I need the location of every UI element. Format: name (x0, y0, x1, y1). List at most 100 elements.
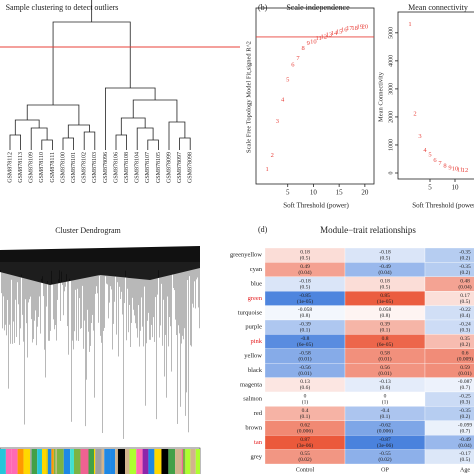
x-tick-label: 15 (336, 189, 344, 197)
dendrogram-branch (41, 139, 53, 150)
point-label: 1 (408, 21, 411, 28)
point-label: 15 (336, 28, 343, 35)
point-label: 20 (362, 23, 369, 30)
cell-p-value: (1) (382, 399, 389, 406)
leaf-label: GSM878101 (71, 152, 77, 183)
row-label: turquoise (238, 309, 262, 316)
row-label: purple (245, 324, 262, 331)
point-label: 18 (351, 25, 358, 32)
cell-p-value: (0.3) (460, 399, 471, 406)
leaf-label: GSM878099 (166, 152, 172, 183)
cell-p-value: (0.006) (297, 427, 313, 434)
cell-p-value: (0.009) (457, 355, 473, 362)
panel-e-title: Cluster Dendrogram (55, 226, 121, 235)
cell-p-value: (0.5) (380, 283, 391, 290)
leaf-label: GSM878104 (135, 152, 141, 183)
cell-value: -0.58 (299, 350, 311, 356)
cell-value: -0.55 (379, 451, 391, 457)
module-stripe (185, 449, 191, 474)
point-label: 14 (331, 30, 338, 37)
cell-value: 0.55 (300, 451, 310, 457)
y-tick-label: 4000 (388, 55, 394, 67)
cell-value: -0.39 (299, 322, 311, 328)
module-stripe (175, 449, 182, 474)
module-stripe (47, 449, 52, 474)
cell-p-value: (0.5) (300, 255, 311, 262)
cell-value: 0.35 (460, 336, 470, 342)
cell-value: 0.4 (302, 408, 309, 414)
module-stripe (56, 449, 64, 474)
module-stripe (70, 449, 74, 474)
plot-frame (255, 7, 375, 185)
cell-p-value: (0.1) (380, 327, 391, 334)
cell-value: -0.49 (459, 437, 471, 443)
panel-c-title: Mean connectivity (408, 3, 468, 12)
cell-p-value: (6e-05) (297, 341, 313, 348)
x-tick-label: 5 (428, 184, 432, 192)
row-label: red (254, 410, 263, 417)
x-tick-label: 20 (361, 189, 369, 197)
module-stripe (195, 449, 200, 474)
point-label: 2 (271, 152, 274, 159)
row-label: greenyellow (230, 252, 262, 259)
y-axis-label: Scale Free Topology Model Fit,signed R^2 (245, 41, 252, 153)
cell-value: -0.24 (459, 322, 471, 328)
dendrogram-branch (30, 127, 48, 150)
leaf-label: GSM878111 (50, 152, 56, 183)
module-stripe (88, 449, 94, 474)
column-label: OP (381, 467, 389, 473)
cell-value: 0.18 (380, 278, 390, 284)
point-label: 13 (326, 32, 333, 39)
cell-value: 0.18 (300, 250, 310, 256)
dendrogram-branch (147, 139, 159, 150)
module-stripe (30, 449, 32, 474)
cell-value: 0.17 (460, 293, 470, 299)
module-stripe (125, 449, 130, 474)
cell-value: 0.85 (380, 293, 390, 299)
cell-value: 0.49 (300, 264, 310, 270)
y-tick-label: 2000 (388, 111, 394, 123)
point-label: 19 (356, 23, 363, 30)
leaf-label: GSM878097 (177, 152, 183, 183)
dendrogram-branch (168, 121, 186, 150)
leaf-label: GSM878100 (60, 152, 66, 183)
cell-p-value: (0.5) (380, 255, 391, 262)
cell-p-value: (0.2) (460, 255, 471, 262)
module-stripe (117, 449, 126, 474)
module-stripe (53, 449, 56, 474)
row-label: pink (250, 338, 262, 345)
cell-value: -0.56 (299, 365, 311, 371)
cell-value: 0.62 (300, 422, 310, 428)
point-label: 2 (413, 111, 416, 118)
cell-p-value: (0.01) (298, 370, 311, 377)
point-label: 17 (346, 25, 353, 32)
module-stripe (11, 449, 18, 474)
cell-value: -0.087 (458, 379, 472, 385)
x-axis-label: Soft Threshold (power) (283, 202, 349, 210)
cell-p-value: (0.8) (300, 312, 311, 319)
cell-value: -0.22 (459, 307, 471, 313)
panel-b-title: Scale independence (286, 3, 350, 12)
module-stripe (93, 449, 96, 474)
row-label: cyan (250, 266, 263, 273)
module-stripe (73, 449, 81, 474)
cell-value: -0.18 (379, 250, 391, 256)
cell-value: -0.13 (379, 379, 391, 385)
cell-p-value: (0.6) (300, 384, 311, 391)
cell-value: 0.39 (380, 322, 390, 328)
leaf-label: GSM878109 (29, 152, 35, 183)
module-stripe (181, 449, 183, 474)
point-label: 9 (448, 164, 451, 171)
panel-b-letter: (b) (258, 3, 268, 12)
cell-p-value: (0.1) (380, 413, 391, 420)
dendrogram-branch (132, 99, 178, 122)
module-stripe (115, 449, 118, 474)
cell-value: -0.49 (379, 264, 391, 270)
point-label: 4 (423, 147, 427, 154)
module-stripe (136, 449, 143, 474)
panel-d-title: Module−trait relationships (320, 225, 416, 235)
leaf-label: GSM878098 (188, 152, 194, 183)
dendrogram-branch (67, 124, 90, 138)
cell-p-value: (0.4) (460, 312, 471, 319)
